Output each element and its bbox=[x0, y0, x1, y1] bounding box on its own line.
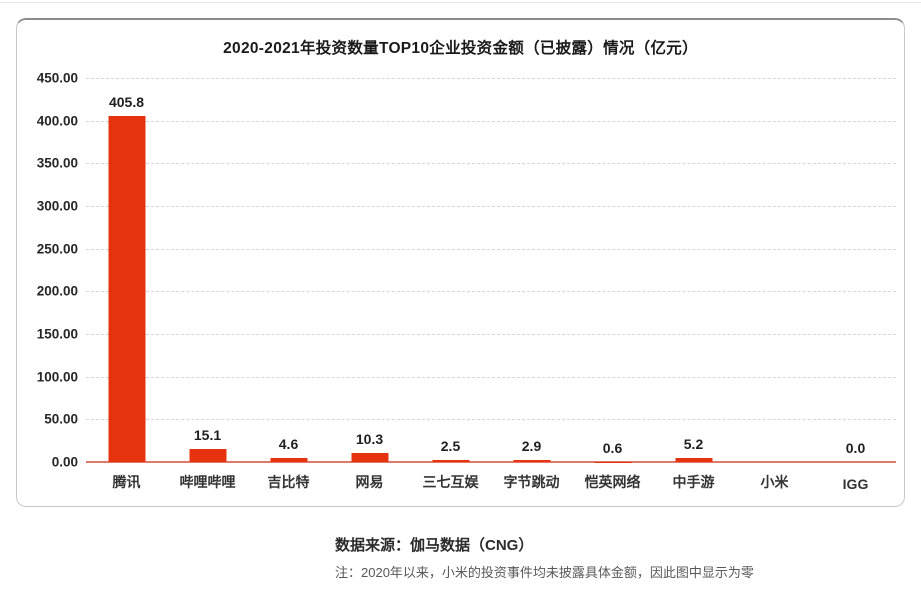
bar-value-label: 4.6 bbox=[278, 436, 299, 453]
x-axis-category-label: 哔哩哔哩 bbox=[179, 474, 236, 490]
bar-column: 2.5 三七互娱 bbox=[410, 78, 491, 490]
page-top-divider bbox=[0, 2, 921, 3]
bar bbox=[270, 458, 307, 462]
y-axis-tick-label: 200.00 bbox=[36, 283, 78, 299]
bar bbox=[594, 461, 631, 462]
bar-value-label: 5.2 bbox=[683, 435, 704, 452]
gridline bbox=[86, 291, 896, 293]
gridline bbox=[86, 78, 896, 79]
y-axis-tick-label: 450.00 bbox=[36, 70, 78, 86]
y-axis-tick-label: 50.00 bbox=[44, 411, 78, 427]
bar-columns: 405.8 腾讯 15.1 哔哩哔哩 4.6 吉比特 10.3 网易 2.5 三七互娱 2.9 字节跳… bbox=[86, 78, 896, 492]
bar bbox=[675, 457, 712, 462]
x-axis-category-label: 腾讯 bbox=[112, 474, 141, 490]
gridline bbox=[86, 163, 896, 165]
bar-value-label: 15.1 bbox=[193, 427, 222, 444]
bar-column: 5.2 中手游 bbox=[653, 78, 734, 490]
y-axis-tick-label: 0.00 bbox=[51, 454, 78, 470]
chart-footer: 数据来源：伽马数据（CNG） 注：2020年以来，小米的投资事件均未披露具体金额… bbox=[335, 534, 895, 581]
y-axis-tick-label: 300.00 bbox=[36, 198, 78, 214]
x-axis-category-label: 字节跳动 bbox=[503, 474, 560, 490]
bar-column: 0.6 恺英网络 bbox=[572, 78, 653, 491]
bar-value-label: 0.6 bbox=[602, 439, 623, 456]
bar-value-label: 2.9 bbox=[521, 437, 542, 454]
bar bbox=[108, 115, 145, 462]
bar-column: 405.8 腾讯 bbox=[86, 78, 167, 490]
bar bbox=[513, 459, 550, 462]
x-axis-line bbox=[86, 461, 896, 463]
gridline bbox=[86, 206, 896, 207]
x-axis-category-label: 吉比特 bbox=[267, 474, 310, 490]
bar-column: 小米 bbox=[734, 78, 815, 490]
gridline bbox=[86, 419, 896, 421]
x-axis-category-label: 网易 bbox=[355, 474, 384, 490]
x-axis-category-label: 恺英网络 bbox=[584, 474, 641, 490]
y-axis-tick-label: 350.00 bbox=[36, 155, 78, 171]
bar-value-label: 2.5 bbox=[440, 437, 461, 454]
y-axis-tick-label: 150.00 bbox=[36, 326, 78, 342]
gridline bbox=[86, 334, 896, 335]
bar bbox=[432, 459, 469, 462]
footnote-label: 注：2020年以来，小米的投资事件均未披露具体金额，因此图中显示为零 bbox=[335, 565, 754, 580]
x-axis-category-label: 中手游 bbox=[672, 474, 715, 490]
x-axis-category-label: IGG bbox=[842, 476, 869, 492]
bar-column: 10.3 网易 bbox=[329, 78, 410, 490]
bar-column: 4.6 吉比特 bbox=[248, 78, 329, 490]
bar bbox=[189, 449, 226, 462]
x-axis-category-label: 三七互娱 bbox=[422, 474, 479, 490]
y-axis-tick-label: 400.00 bbox=[36, 113, 78, 129]
gridline bbox=[86, 120, 896, 122]
bar-value-label: 0.0 bbox=[845, 440, 866, 456]
bar-column: 15.1 哔哩哔哩 bbox=[167, 78, 248, 490]
gridline bbox=[86, 376, 896, 378]
bar-column: 0.0 IGG bbox=[815, 78, 896, 492]
y-axis-tick-label: 100.00 bbox=[36, 369, 78, 385]
gridline bbox=[86, 248, 896, 250]
bar-column: 2.9 字节跳动 bbox=[491, 78, 572, 490]
bar bbox=[351, 453, 388, 462]
bar-value-label: 10.3 bbox=[355, 431, 384, 448]
chart-card: 2020-2021年投资数量TOP10企业投资金额（已披露）情况（亿元） 450… bbox=[16, 18, 905, 507]
chart-title: 2020-2021年投资数量TOP10企业投资金额（已披露）情况（亿元） bbox=[223, 40, 698, 57]
plot-area: 450.00 400.00 350.00 300.00 250.00 200.00 150.… bbox=[37, 71, 896, 492]
bar-value-label: 405.8 bbox=[108, 93, 145, 110]
data-source-label: 数据来源：伽马数据（CNG） bbox=[335, 537, 534, 554]
y-axis-tick-label: 250.00 bbox=[36, 241, 78, 257]
x-axis-category-label: 小米 bbox=[760, 474, 789, 490]
